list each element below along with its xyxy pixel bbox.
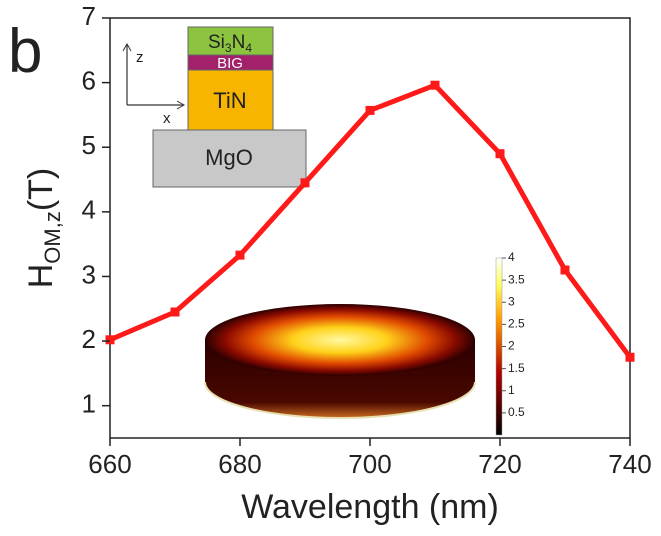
colorbar-tick-label: 2 bbox=[508, 339, 515, 353]
y-tick-label: 1 bbox=[82, 389, 96, 419]
x-tick-label: 660 bbox=[88, 449, 131, 479]
colorbar-tick-label: 0.5 bbox=[508, 405, 525, 419]
data-point bbox=[235, 250, 245, 260]
colorbar-tick-label: 1 bbox=[508, 383, 515, 397]
label-n: N bbox=[232, 32, 246, 53]
data-point bbox=[625, 352, 635, 362]
label-tin: TiN bbox=[213, 88, 246, 113]
colorbar-tick-label: 4 bbox=[508, 250, 515, 264]
data-point bbox=[170, 307, 180, 317]
data-point bbox=[105, 335, 115, 345]
data-point bbox=[300, 178, 310, 188]
data-point bbox=[560, 265, 570, 275]
y-label-sub: OM,z bbox=[40, 211, 65, 264]
y-tick-label: 6 bbox=[82, 65, 96, 95]
schematic: MgO TiN BIG Si3N4 z x bbox=[122, 26, 307, 188]
y-tick-label: 2 bbox=[82, 324, 96, 354]
layer-tin bbox=[187, 69, 274, 131]
disk-inset bbox=[204, 304, 476, 419]
label-z: z bbox=[136, 49, 144, 66]
y-tick-label: 4 bbox=[82, 195, 96, 225]
colorbar-tick-label: 3 bbox=[508, 294, 515, 308]
disk-edge bbox=[204, 381, 476, 419]
label-x: x bbox=[163, 110, 171, 127]
arrowhead-x bbox=[176, 100, 186, 110]
colorbar-tick-label: 1.5 bbox=[508, 361, 525, 375]
y-tick-label: 3 bbox=[82, 259, 96, 289]
x-tick-label: 700 bbox=[348, 449, 391, 479]
label-si3n4: Si3N4 bbox=[208, 32, 252, 55]
label-si: Si bbox=[208, 32, 225, 53]
x-tick-label: 680 bbox=[218, 449, 261, 479]
y-axis-label: HOM,z(T) bbox=[22, 168, 65, 289]
y-label-main: H bbox=[22, 264, 60, 289]
data-point bbox=[430, 80, 440, 90]
label-mgo: MgO bbox=[205, 145, 253, 170]
label-n-sub: 4 bbox=[245, 41, 252, 55]
arrowhead-z bbox=[122, 42, 132, 52]
y-tick-label: 5 bbox=[82, 130, 96, 160]
colorbar-tick-label: 3.5 bbox=[508, 272, 525, 286]
y-tick-label: 7 bbox=[82, 1, 96, 31]
x-tick-label: 740 bbox=[608, 449, 651, 479]
colorbar bbox=[495, 257, 503, 436]
colorbar-tick-label: 2.5 bbox=[508, 317, 525, 331]
layer-si3n4 bbox=[187, 26, 274, 56]
label-big: BIG bbox=[217, 55, 243, 72]
y-axis-label-text: HOM,z(T) bbox=[22, 168, 65, 289]
x-tick-label: 720 bbox=[478, 449, 521, 479]
data-point bbox=[495, 149, 505, 159]
disk-top bbox=[205, 304, 475, 376]
data-point bbox=[365, 105, 375, 115]
y-label-unit: (T) bbox=[22, 168, 60, 211]
label-si-sub: 3 bbox=[225, 41, 232, 55]
panel-label: b bbox=[8, 17, 42, 86]
x-axis-label: Wavelength (nm) bbox=[241, 488, 499, 526]
